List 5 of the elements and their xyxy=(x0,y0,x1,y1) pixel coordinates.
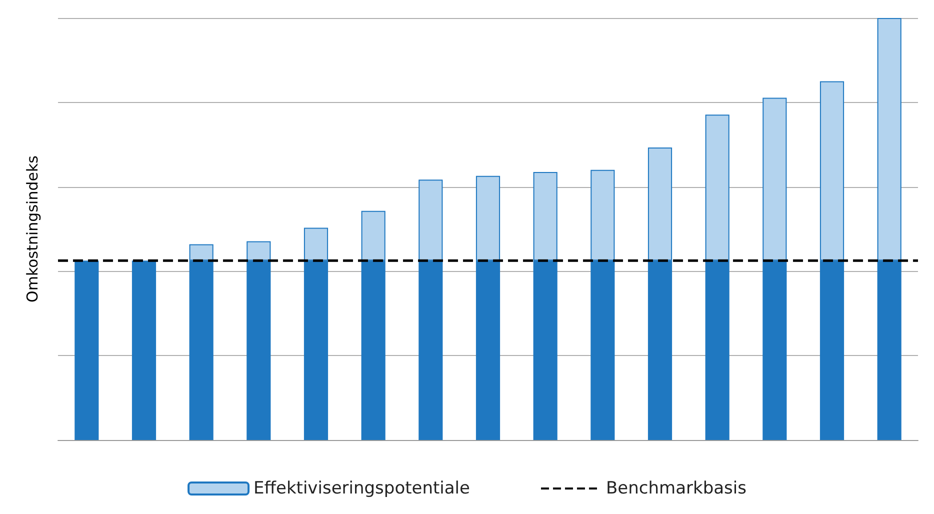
bar xyxy=(132,260,156,440)
y-axis-title: Omkostningsindeks xyxy=(24,155,42,302)
legend-label: Benchmarkbasis xyxy=(606,478,747,498)
bar xyxy=(74,260,99,440)
legend-label: Effektiviseringspotentiale xyxy=(254,478,470,498)
